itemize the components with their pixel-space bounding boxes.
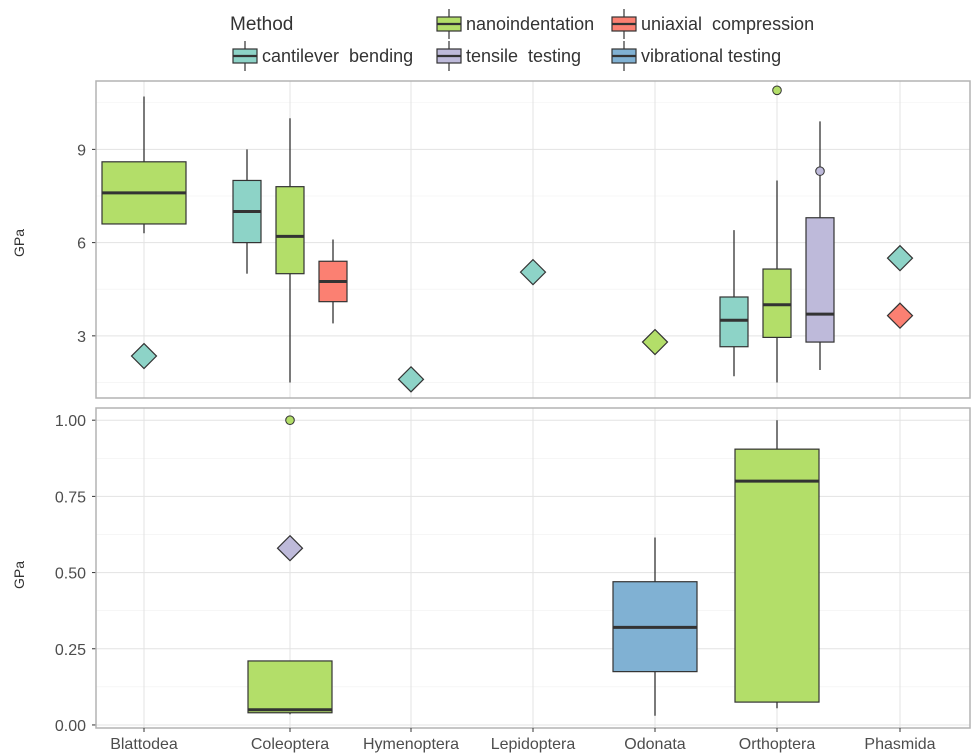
x-tick-label-hymenoptera: Hymenoptera [363,736,459,753]
y-tick-label: 0.00 [55,718,86,735]
legend-title: Method [230,14,293,35]
y-tick-label: 0.50 [55,566,86,583]
y-axis-title: GPa [11,561,27,589]
box-orthoptera-nanoindentation [762,268,792,338]
point-coleoptera-tensile [276,534,304,562]
point-odonata-nanoindentation [641,328,669,356]
x-tick-label-lepidoptera: Lepidoptera [491,736,576,753]
box-orthoptera-cantilever [719,296,749,348]
y-tick-label: 3 [77,329,86,346]
legend-label-tensile: tensile testing [466,46,581,66]
point-blattodea-cantilever [130,342,158,370]
y-tick-label: 6 [77,236,86,253]
x-tick-label-odonata: Odonata [624,736,685,753]
legend-label-nanoindentation: nanoindentation [466,14,594,34]
x-axis: Blattodea Coleoptera Hymenoptera Lepidopter… [110,728,936,753]
legend-label-vibrational: vibrational testing [641,46,781,66]
outlier-orthoptera-nanoindentation [772,85,782,96]
outlier-coleoptera-nanoindentation [285,415,295,425]
legend-label-uniaxial: uniaxial compression [641,14,814,34]
x-tick-label-orthoptera: Orthoptera [739,736,816,753]
panel-top: 3 6 9 GPa [11,80,971,399]
panel-bottom: 0.00 0.25 0.50 0.75 1.00 GPa [11,407,971,735]
outlier-orthoptera-tensile [815,166,825,176]
y-tick-label: 0.75 [55,489,86,506]
point-phasmida-uniaxial [886,302,914,329]
box-coleoptera-nanoindentation [275,186,305,275]
point-phasmida-cantilever [886,244,914,272]
legend-label-cantilever: cantilever bending [262,46,413,66]
panel-border [95,80,971,399]
point-hymenoptera-cantilever [397,366,425,393]
x-tick-label-blattodea: Blattodea [110,736,178,753]
box-coleoptera-nanoindentation [247,660,333,714]
box-orthoptera-tensile [805,217,835,343]
y-tick-label: 9 [77,142,86,159]
box-orthoptera-nanoindentation [734,448,820,703]
point-lepidoptera-cantilever [519,258,547,286]
x-tick-label-coleoptera: Coleoptera [251,736,329,753]
legend: Method nanoindentation uniaxial compressi… [230,9,814,71]
y-tick-label: 1.00 [55,413,86,430]
y-axis-title: GPa [11,229,27,257]
y-tick-label: 0.25 [55,642,86,659]
x-tick-label-phasmida: Phasmida [864,736,935,753]
